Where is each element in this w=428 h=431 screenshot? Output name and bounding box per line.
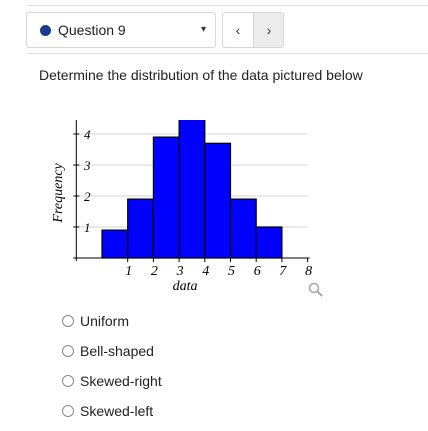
question-selector[interactable]: Question 9 ▾ — [26, 12, 216, 48]
radio-button[interactable] — [62, 375, 74, 387]
y-axis-label: Frequency — [51, 162, 66, 223]
magnifier-icon[interactable] — [308, 282, 324, 298]
question-status-dot — [40, 25, 51, 36]
option-label: Skewed-left — [80, 403, 154, 419]
top-divider — [26, 5, 428, 6]
question-nav: ‹ › — [222, 12, 284, 48]
x-tick-label: 6 — [254, 264, 261, 279]
radio-button[interactable] — [62, 405, 74, 417]
x-axis-label: data — [173, 279, 198, 294]
histogram-bar — [229, 198, 257, 259]
histogram-bar — [204, 142, 232, 259]
histogram-bar — [178, 120, 206, 259]
y-tick-label: 2 — [84, 189, 91, 204]
histogram-chart: 1 2 3 4 1 2 3 4 5 6 7 8 data Frequency — [51, 120, 312, 294]
option-label: Skewed-right — [80, 373, 162, 389]
x-tick-label: 4 — [202, 264, 209, 279]
radio-button[interactable] — [62, 345, 74, 357]
option-label: Bell-shaped — [80, 343, 154, 359]
previous-question-button[interactable]: ‹ — [223, 13, 254, 47]
x-tick-label: 7 — [279, 264, 287, 279]
x-tick-label: 5 — [228, 264, 235, 279]
option-label: Uniform — [80, 313, 130, 329]
y-tick-label: 4 — [84, 127, 91, 142]
x-tick-label: 3 — [176, 264, 184, 279]
histogram-bar — [101, 229, 129, 259]
question-label: Question 9 — [58, 22, 126, 38]
radio-button[interactable] — [62, 315, 74, 327]
chevron-down-icon[interactable]: ▾ — [200, 24, 206, 35]
header-divider — [26, 53, 428, 54]
y-tick-label: 1 — [84, 220, 91, 235]
histogram-bar — [127, 198, 154, 259]
question-prompt: Determine the distribution of the data p… — [39, 67, 363, 83]
x-tick-label: 8 — [305, 264, 312, 279]
next-question-button[interactable]: › — [254, 13, 283, 47]
y-tick-label: 3 — [83, 158, 91, 173]
histogram-bar — [255, 226, 283, 259]
x-tick-label: 2 — [151, 264, 158, 279]
x-tick-label: 1 — [125, 264, 132, 279]
histogram-bar — [152, 136, 180, 259]
